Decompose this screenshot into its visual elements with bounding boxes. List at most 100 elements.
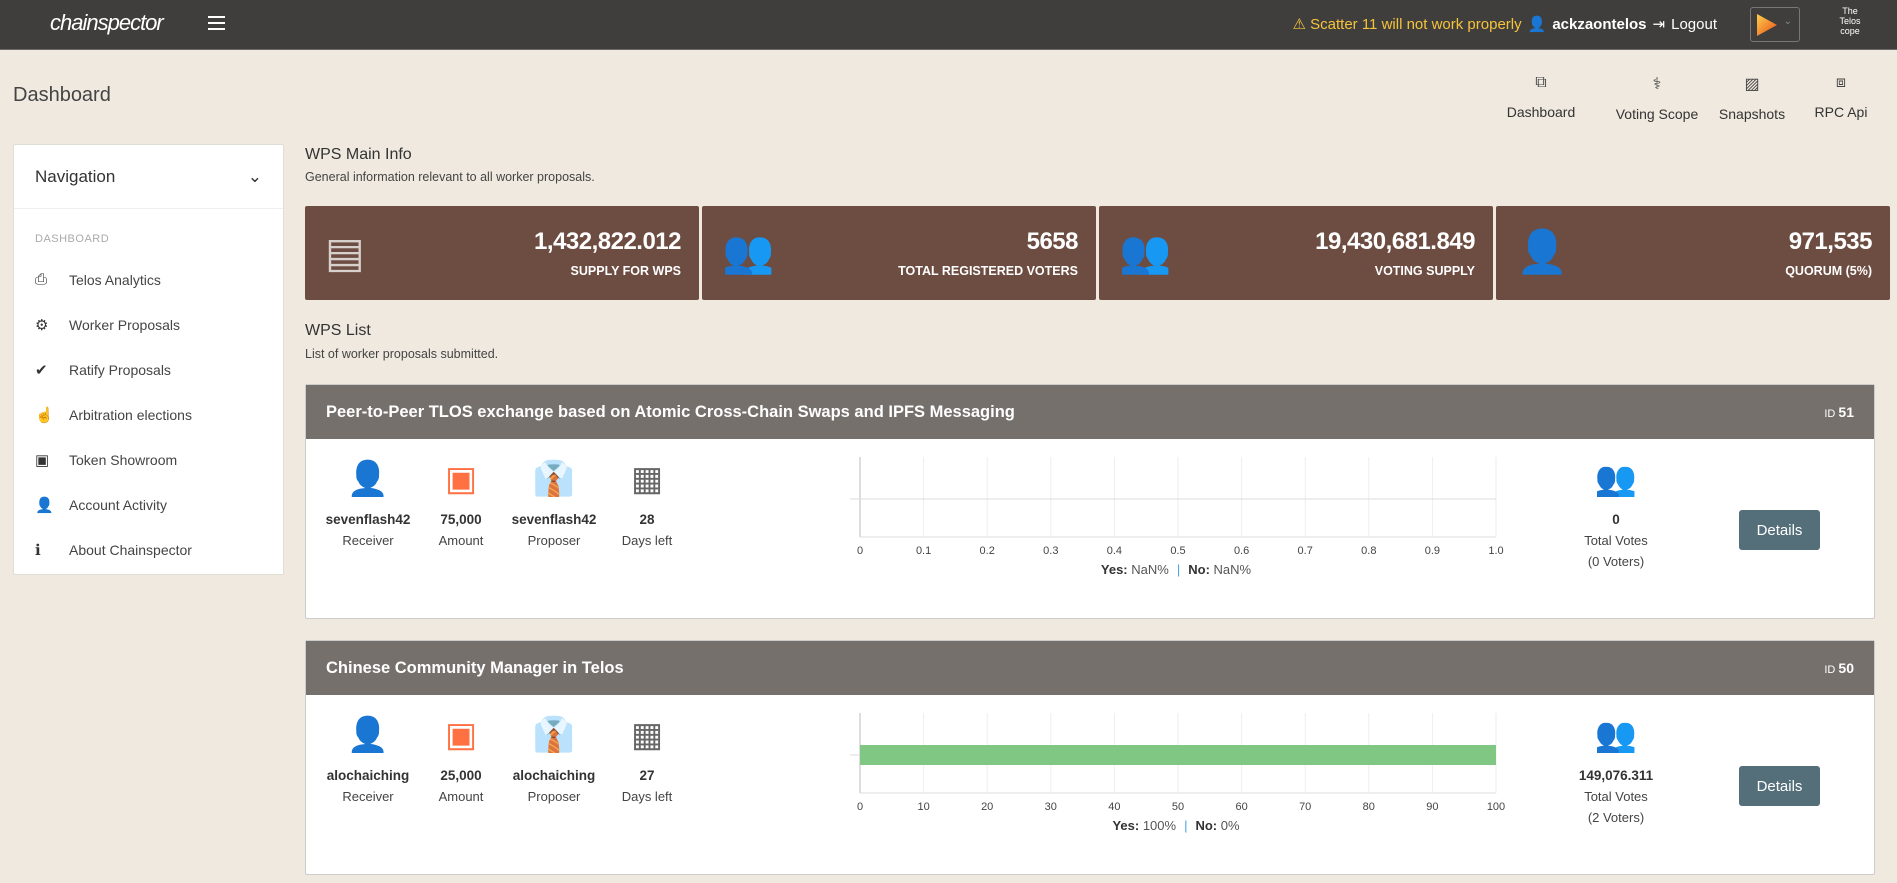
sidebar-item-arbitration-elections[interactable]: ☝ Arbitration elections xyxy=(14,392,283,437)
tick-label: 30 xyxy=(1045,801,1057,813)
network-logo-icon xyxy=(1757,14,1777,36)
no-label: No: xyxy=(1195,818,1218,833)
sidebar-item-token-showroom[interactable]: ▣ Token Showroom xyxy=(14,437,283,482)
sidebar-item-icon: ☝ xyxy=(35,406,54,424)
chainspector-logo[interactable]: chainspector xyxy=(50,10,164,35)
stethoscope-icon: ⚕ xyxy=(1652,76,1662,93)
quick-nav-voting-scope[interactable]: ⚕ Voting Scope xyxy=(1612,74,1702,122)
quick-nav-snapshots[interactable]: ▨ Snapshots xyxy=(1717,74,1787,122)
logout-button[interactable]: Logout xyxy=(1671,15,1717,33)
tick-label: 70 xyxy=(1299,801,1311,813)
network-selector[interactable]: ⌄ xyxy=(1750,7,1800,42)
proposal-title[interactable]: Chinese Community Manager in Telos xyxy=(326,658,624,677)
yes-value: NaN% xyxy=(1131,562,1169,577)
user-group-icon: 👥 xyxy=(1119,228,1172,275)
amount-value: 75,000 xyxy=(440,512,482,527)
user-check-icon: 👤 xyxy=(1516,228,1569,275)
total-votes-value: 0 xyxy=(1612,512,1620,527)
quick-nav-rpc-api[interactable]: ⧈ RPC Api xyxy=(1806,74,1876,120)
proposer-icon: 👔 xyxy=(532,716,576,754)
id-label: ID xyxy=(1824,664,1836,676)
stat-label: SUPPLY FOR WPS xyxy=(570,264,681,278)
money-icon: ▣ xyxy=(444,716,478,754)
proposal-header: Chinese Community Manager in Telos ID 50 xyxy=(306,641,1874,695)
yes-label: Yes: xyxy=(1100,562,1128,577)
total-votes-value: 149,076.311 xyxy=(1578,768,1654,783)
total-votes-label: Total Votes xyxy=(1584,789,1648,804)
users-icon: 👥 xyxy=(722,228,775,275)
proposal-title[interactable]: Peer-to-Peer TLOS exchange based on Atom… xyxy=(326,402,1015,421)
menu-toggle-icon[interactable] xyxy=(208,16,225,30)
wps-list-title: WPS List xyxy=(305,322,371,339)
details-button[interactable]: Details xyxy=(1739,510,1820,550)
quick-nav-dashboard[interactable]: ⧉ Dashboard xyxy=(1506,74,1576,120)
calendar-icon: ▦ xyxy=(630,716,664,754)
tick-label: 80 xyxy=(1363,801,1375,813)
tick-label: 0.8 xyxy=(1361,545,1376,557)
no-label: No: xyxy=(1188,562,1210,577)
stat-label: QUORUM (5%) xyxy=(1785,264,1872,278)
tick-label: 0.5 xyxy=(1170,545,1185,557)
users-icon: 👥 xyxy=(1594,716,1638,754)
vote-chart: 0 10 20 30 40 50 60 70 80 90 100 xyxy=(850,713,1505,813)
receiver-value: sevenflash42 xyxy=(325,512,411,527)
quick-nav-label: Dashboard xyxy=(1506,104,1576,120)
stat-label: TOTAL REGISTERED VOTERS xyxy=(898,264,1078,278)
days-label: Days left xyxy=(621,789,673,804)
logout-icon: ⇥ xyxy=(1652,16,1666,33)
sidebar-item-icon: ⚙ xyxy=(35,316,49,334)
user-icon: 👤 xyxy=(1527,16,1547,33)
days-value: 27 xyxy=(639,768,655,783)
navigation-header[interactable]: Navigation ⌄ xyxy=(14,145,283,209)
days-value: 28 xyxy=(639,512,655,527)
sidebar-item-icon: ✔ xyxy=(35,361,48,379)
receiver-icon: 👤 xyxy=(346,716,390,754)
voters-count: (0 Voters) xyxy=(1587,554,1645,569)
receiver-label: Receiver xyxy=(342,533,394,548)
sidebar-item-account-activity[interactable]: 👤 Account Activity xyxy=(14,482,283,527)
sidebar: Navigation ⌄ DASHBOARD ⎙ Telos Analytics ⚙ W… xyxy=(13,144,284,575)
calendar-icon: ▦ xyxy=(630,460,664,498)
sidebar-item-about-chainspector[interactable]: ℹ About Chainspector xyxy=(14,527,283,572)
sidebar-item-telos-analytics[interactable]: ⎙ Telos Analytics xyxy=(14,257,283,302)
stat-card: 👤 971,535 QUORUM (5%) xyxy=(1496,206,1890,300)
telos-scope-logo[interactable]: The Telos cope xyxy=(1839,6,1861,36)
proposal-card: Peer-to-Peer TLOS exchange based on Atom… xyxy=(305,384,1875,619)
details-button[interactable]: Details xyxy=(1739,766,1820,806)
proposer-value: alochaiching xyxy=(512,768,596,783)
tick-label: 0 xyxy=(857,545,863,557)
sidebar-item-label: Arbitration elections xyxy=(69,406,192,423)
tick-label: 20 xyxy=(981,801,993,813)
wps-list-subtitle: List of worker proposals submitted. xyxy=(305,347,499,361)
tick-label: 0.3 xyxy=(1043,545,1058,557)
amount-label: Amount xyxy=(438,533,484,548)
username[interactable]: ackzaontelos xyxy=(1552,15,1647,33)
main-info-subtitle: General information relevant to all work… xyxy=(305,170,595,184)
legend-divider: | xyxy=(1176,562,1181,577)
vote-legend: Yes: NaN% | No: NaN% xyxy=(846,562,1506,577)
users-icon: 👥 xyxy=(1594,460,1638,498)
id-label: ID xyxy=(1824,408,1836,420)
quick-nav-label: Snapshots xyxy=(1718,106,1786,122)
quick-nav-label: Voting Scope xyxy=(1615,106,1699,122)
stat-value: 19,430,681.849 xyxy=(1315,228,1475,255)
money-icon: ▣ xyxy=(444,460,478,498)
stat-value: 971,535 xyxy=(1788,228,1873,255)
sidebar-item-worker-proposals[interactable]: ⚙ Worker Proposals xyxy=(14,302,283,347)
sidebar-item-ratify-proposals[interactable]: ✔ Ratify Proposals xyxy=(14,347,283,392)
network-icon: ⧈ xyxy=(1835,74,1847,91)
scatter-warning: ⚠ Scatter 11 will not work properly xyxy=(1292,16,1522,33)
proposal-id: 51 xyxy=(1838,404,1854,420)
tick-label: 0.4 xyxy=(1107,545,1122,557)
main-info-title: WPS Main Info xyxy=(305,146,412,163)
yes-value: 100% xyxy=(1142,818,1177,833)
top-bar: chainspector ⚠ Scatter 11 will not work … xyxy=(0,0,1897,50)
tick-label: 0.2 xyxy=(980,545,995,557)
total-votes-label: Total Votes xyxy=(1584,533,1648,548)
no-value: NaN% xyxy=(1213,562,1252,577)
tick-label: 0.6 xyxy=(1234,545,1249,557)
tick-label: 10 xyxy=(917,801,929,813)
receiver-label: Receiver xyxy=(342,789,394,804)
proposal-id: 50 xyxy=(1838,660,1854,676)
sidebar-item-label: Token Showroom xyxy=(69,451,178,468)
